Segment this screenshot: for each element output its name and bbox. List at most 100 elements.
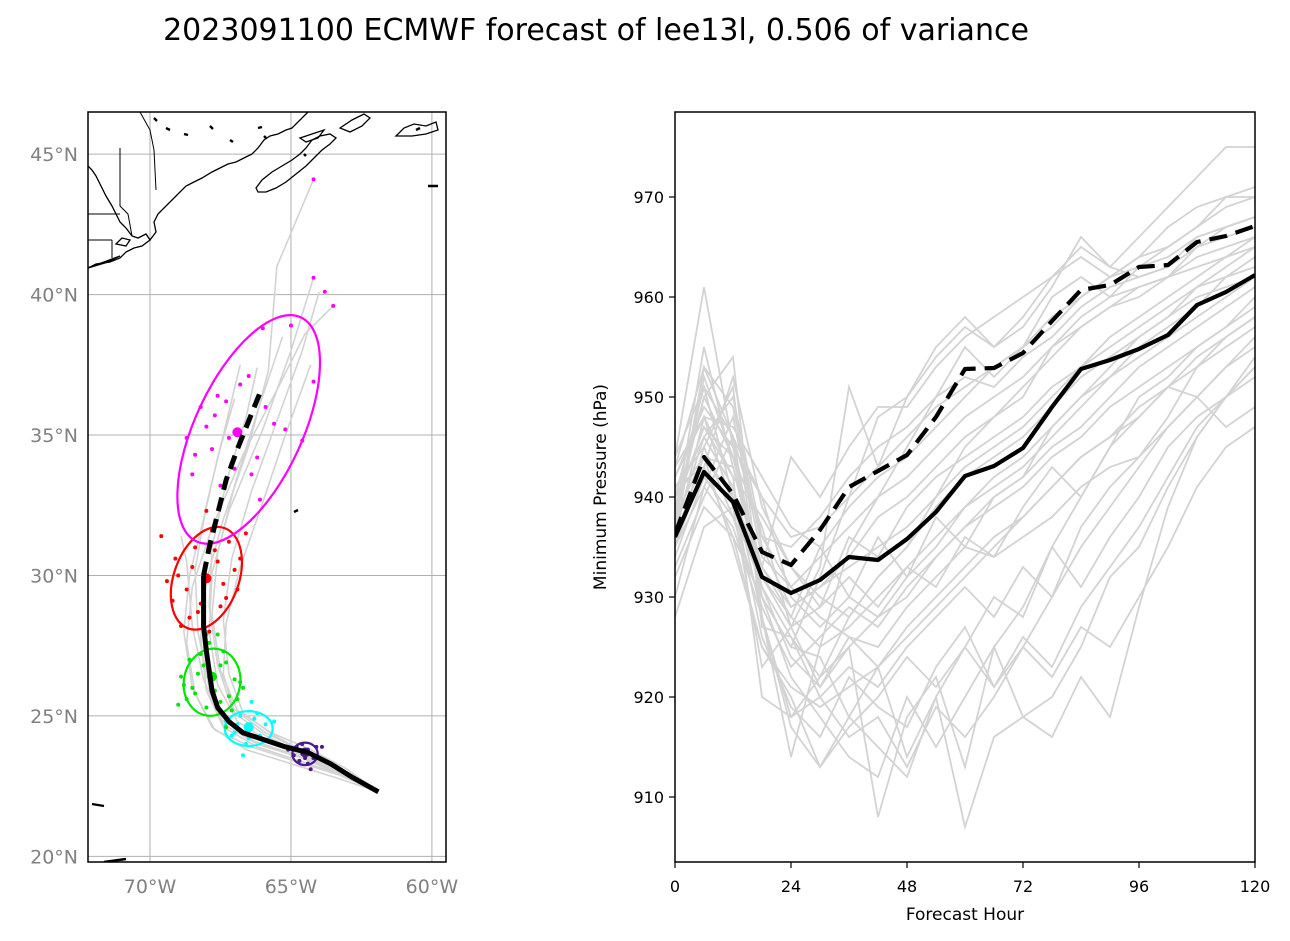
ensemble-pressure-line xyxy=(675,226,1255,549)
coastline-pei xyxy=(298,128,326,143)
map-gridlines xyxy=(88,112,446,862)
ensemble-pressure-line xyxy=(675,236,1255,589)
pressure-series-dashed xyxy=(675,224,1255,568)
forecast-position-point xyxy=(193,452,198,457)
forecast-position-point xyxy=(226,694,231,699)
pressure-y-tick-label: 930 xyxy=(633,588,664,607)
pressure-y-tick-label: 920 xyxy=(633,688,664,707)
pressure-y-tick-label: 940 xyxy=(633,488,664,507)
forecast-position-point xyxy=(249,699,254,704)
forecast-position-point xyxy=(272,421,277,426)
forecast-position-point xyxy=(311,275,316,280)
forecast-position-point xyxy=(272,719,277,724)
coastline-maine xyxy=(149,112,309,241)
figure-title: 2023091100 ECMWF forecast of lee13l, 0.5… xyxy=(163,13,1029,48)
pressure-y-tick-label: 910 xyxy=(633,788,664,807)
pressure-panel: 0 24 48 72 96 120 910 920 930 940 950 960 970 Forec… xyxy=(591,111,1271,925)
forecast-position-point xyxy=(224,399,229,404)
forecast-position-point xyxy=(241,685,246,690)
forecast-position-point xyxy=(198,652,203,657)
pressure-y-tick-label: 950 xyxy=(633,388,664,407)
ensemble-track xyxy=(222,364,379,793)
forecast-position-point xyxy=(184,697,189,702)
forecast-position-point xyxy=(243,531,248,536)
forecast-position-point xyxy=(170,598,175,603)
ensemble-pressure-line xyxy=(675,216,1255,539)
ensemble-pressure-line xyxy=(675,316,1255,699)
forecast-position-point xyxy=(215,632,220,637)
coastline-newfoundland xyxy=(394,121,439,137)
coastline-islands xyxy=(91,117,438,862)
map-y-tick-label: 40°N xyxy=(30,285,78,307)
forecast-position-point xyxy=(176,702,181,707)
forecast-position-point xyxy=(195,671,200,676)
forecast-position-point xyxy=(190,472,195,477)
pressure-y-ticks: 910 920 930 940 950 960 970 xyxy=(633,188,675,807)
ensemble-track xyxy=(211,336,379,793)
forecast-position-point xyxy=(319,744,324,749)
forecast-position-point xyxy=(243,742,248,747)
forecast-position-point xyxy=(249,472,254,477)
map-x-tick-label: 65°W xyxy=(265,876,318,898)
forecast-position-point xyxy=(195,610,200,614)
mean-track-dashed xyxy=(201,391,263,576)
forecast-position-point xyxy=(300,742,305,747)
forecast-mean-position xyxy=(232,427,243,438)
forecast-position-point xyxy=(218,483,223,488)
forecast-position-point xyxy=(212,548,217,553)
pressure-x-tick-label: 120 xyxy=(1240,877,1271,896)
forecast-position-point xyxy=(314,744,319,749)
forecast-position-point xyxy=(241,753,246,758)
forecast-position-point xyxy=(252,716,257,721)
forecast-position-point xyxy=(255,455,260,460)
forecast-position-point xyxy=(184,587,189,592)
forecast-position-point xyxy=(235,697,240,702)
forecast-position-point xyxy=(300,438,305,443)
pressure-frame xyxy=(674,111,1256,863)
ensemble-pressure-line xyxy=(675,306,1255,679)
map-panel: 70°W 65°W 60°W 20°N 25°N 30°N 35°N 40°N 45°N xyxy=(30,111,458,898)
coastline-new-england xyxy=(88,165,151,269)
forecast-position-point xyxy=(232,730,237,735)
forecast-position-point xyxy=(322,289,327,294)
map-frame xyxy=(87,111,447,863)
forecast-position-point xyxy=(224,595,229,600)
forecast-position-point xyxy=(224,660,229,665)
map-y-tick-label: 45°N xyxy=(30,144,78,166)
ensemble-pressure-line xyxy=(675,186,1255,758)
ensemble-pressure-line xyxy=(675,366,1255,779)
forecast-position-point xyxy=(238,556,243,561)
pressure-x-tick-label: 72 xyxy=(1013,877,1033,896)
ensemble-pressure-lines xyxy=(675,146,1255,831)
forecast-position-point xyxy=(232,466,237,471)
forecast-position-point xyxy=(207,640,212,645)
pressure-series xyxy=(675,224,1255,596)
mean-track-solid xyxy=(201,575,380,794)
forecast-position-point xyxy=(226,435,231,440)
forecast-position-point xyxy=(255,711,260,716)
coastlines xyxy=(88,112,439,862)
forecast-position-point xyxy=(218,699,223,704)
ensemble-pressure-line xyxy=(675,346,1255,629)
pressure-y-axis-label: Minimum Pressure (hPa) xyxy=(591,384,611,590)
forecast-position-point xyxy=(238,382,243,387)
forecast-position-point xyxy=(260,326,265,331)
forecast-position-point xyxy=(193,691,198,696)
forecast-mean-position xyxy=(243,722,254,733)
ensemble-pressure-line xyxy=(675,376,1255,831)
forecast-position-point xyxy=(201,663,206,668)
forecast-position-point xyxy=(204,424,209,429)
pressure-y-tick-label: 960 xyxy=(633,288,664,307)
ensemble-pressure-line xyxy=(675,426,1255,769)
forecast-position-point xyxy=(263,722,268,727)
forecast-position-point xyxy=(190,685,195,690)
forecast-position-point xyxy=(190,565,195,570)
forecast-position-point xyxy=(179,624,184,629)
ensemble-pressure-line xyxy=(675,316,1255,689)
forecast-position-point xyxy=(187,657,192,662)
forecast-position-point xyxy=(232,567,237,572)
forecast-position-point xyxy=(238,713,243,718)
map-y-tick-label: 35°N xyxy=(30,425,78,447)
forecast-position-point xyxy=(238,680,243,685)
